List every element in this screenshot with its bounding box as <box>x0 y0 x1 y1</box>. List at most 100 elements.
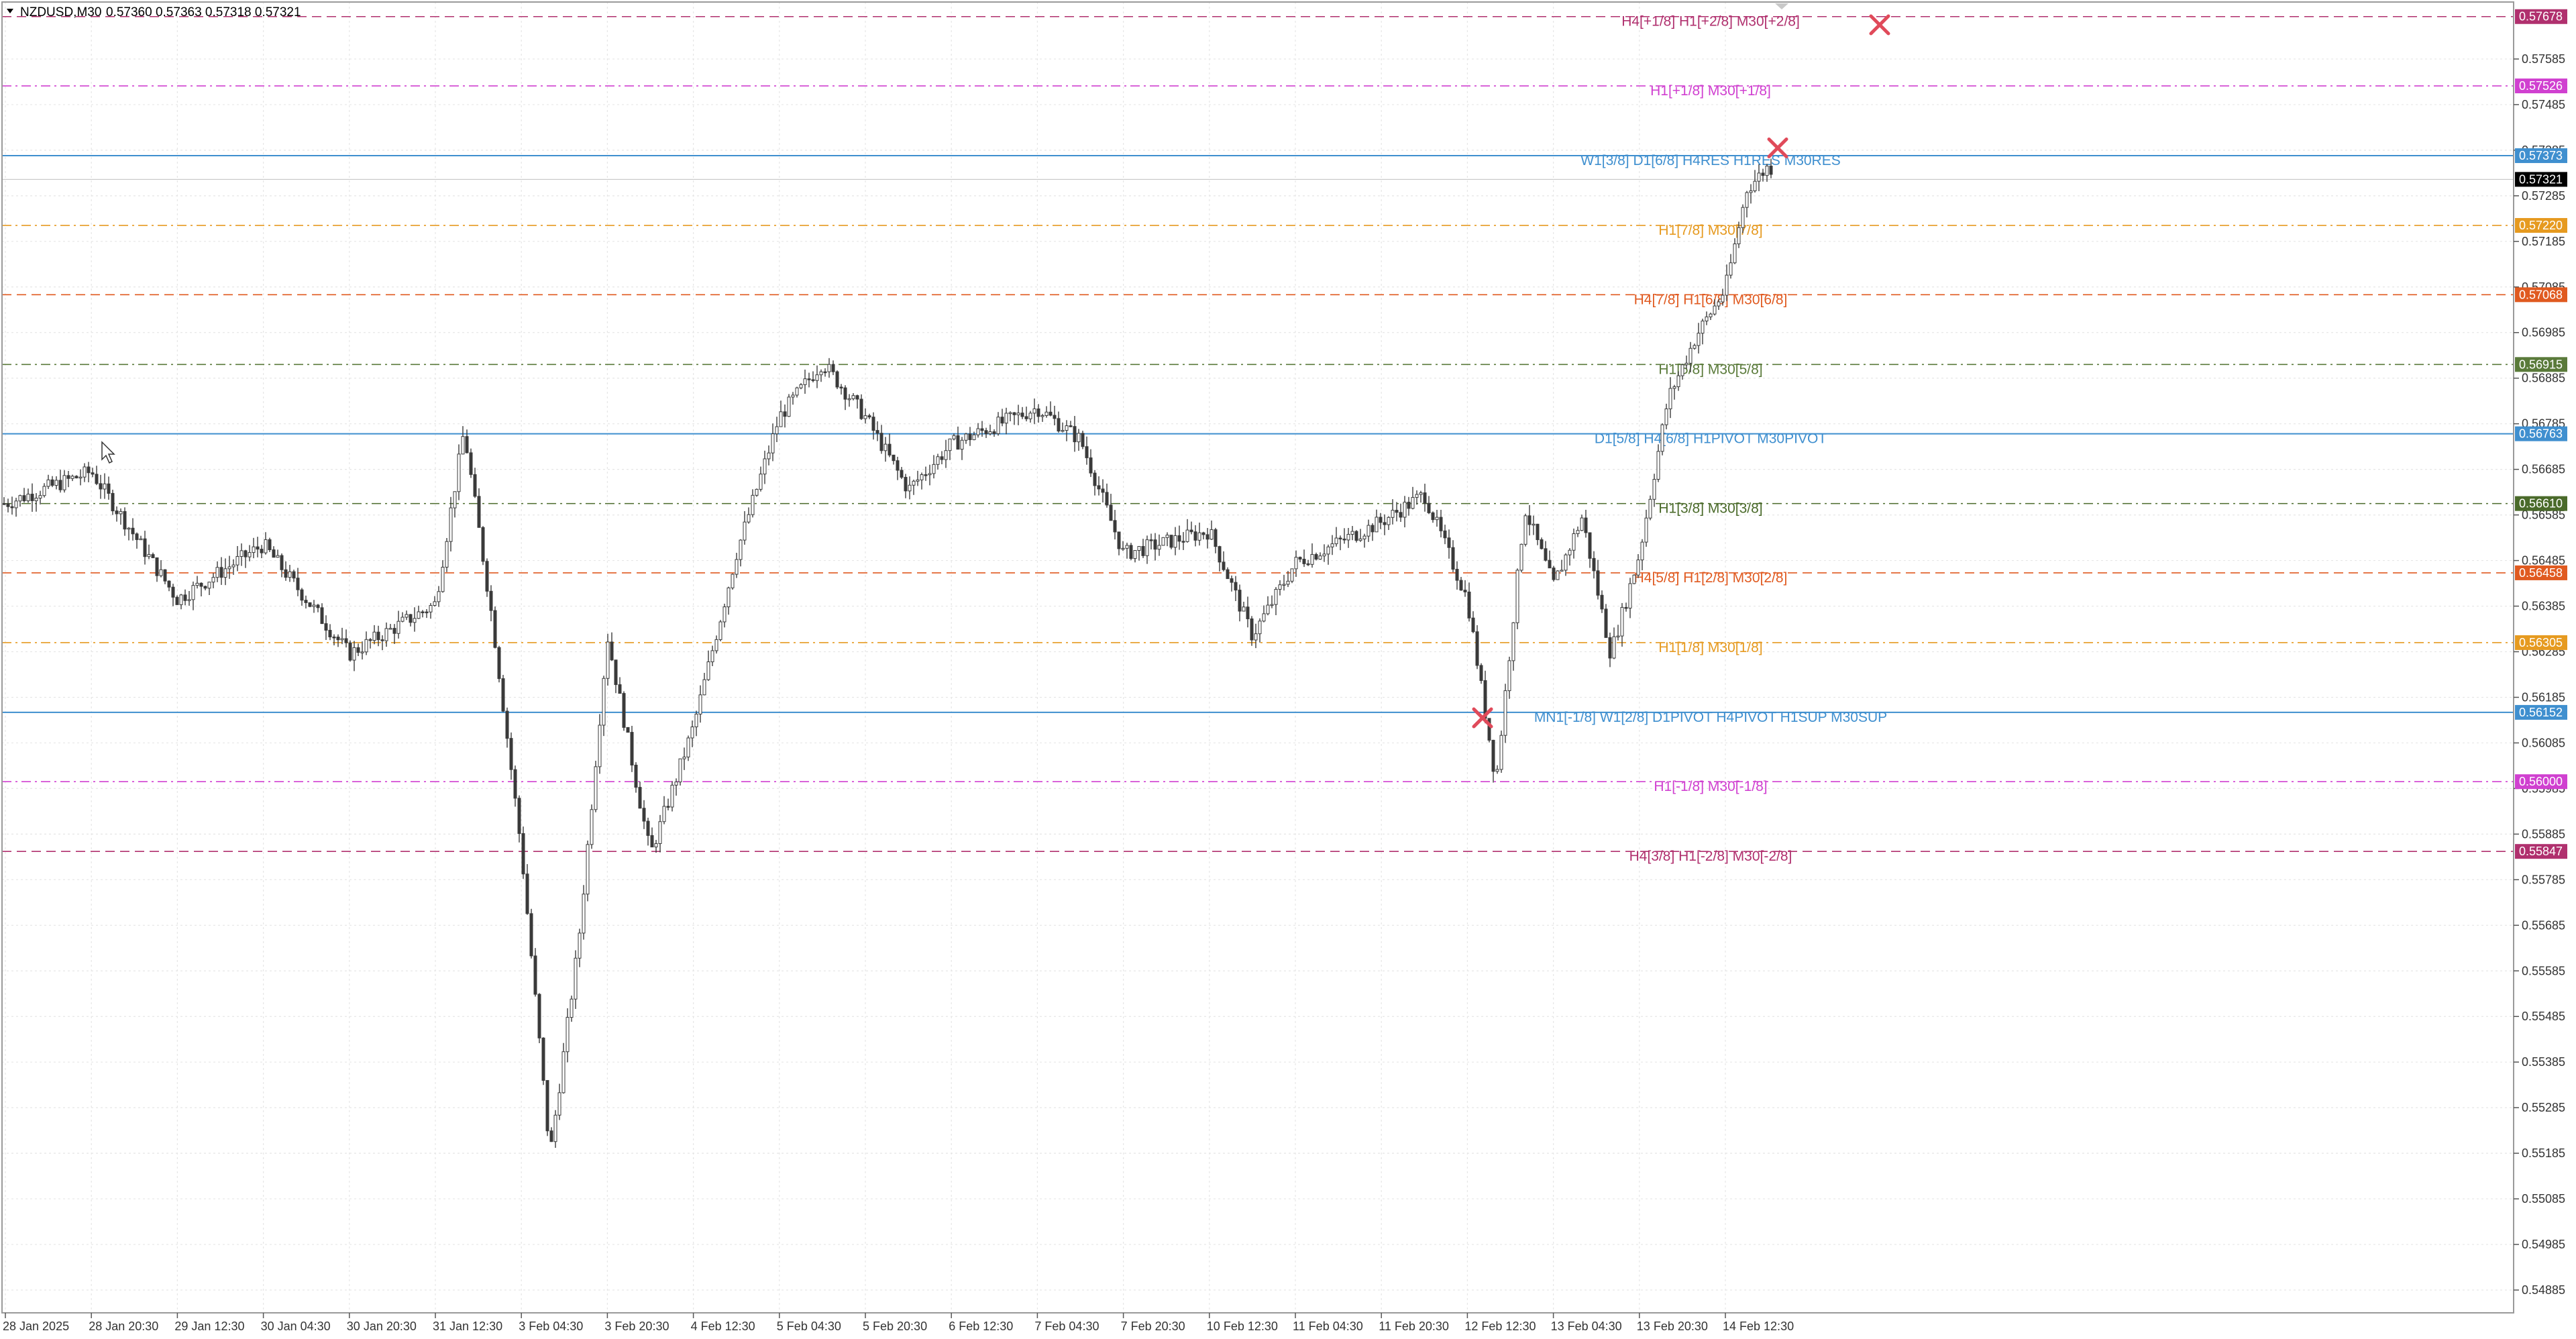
y-tick-label: 0.55885 <box>2522 827 2565 841</box>
candle-body <box>1503 690 1507 736</box>
candle-body <box>1302 559 1306 564</box>
candle-body <box>847 398 851 400</box>
candle-body <box>292 571 296 579</box>
price-axis[interactable]: 0.575850.574850.573850.572850.571850.570… <box>2514 9 2567 1297</box>
candle-body <box>1246 606 1250 619</box>
candle-body <box>1028 413 1032 419</box>
x-tick-label: 28 Jan 20:30 <box>89 1320 158 1333</box>
candle-body <box>1201 532 1205 535</box>
candle-body <box>260 549 264 553</box>
candle-body <box>50 479 54 486</box>
level-price-label: 0.57678 <box>2519 10 2563 23</box>
candle-body <box>521 833 525 875</box>
candle-body <box>948 438 952 451</box>
candle-body <box>1077 433 1081 443</box>
candle-body <box>1177 535 1181 542</box>
level-price-label: 0.55847 <box>2519 845 2563 858</box>
candle-body <box>1439 517 1443 531</box>
level-label: MN1[-1/8] W1[2/8] D1PIVOT H4PIVOT H1SUP … <box>1534 710 1887 725</box>
candle-body <box>1540 539 1544 549</box>
candle-body <box>360 651 364 653</box>
candle-body <box>1580 517 1584 531</box>
level-lines: H4[+1/8] H1[+2/8] M30[+2/8] H1[+1/8] M30[… <box>2 14 2514 864</box>
candle-body <box>952 435 956 439</box>
candle-body <box>1391 510 1395 518</box>
y-tick-label: 0.56485 <box>2522 554 2565 568</box>
candle-body <box>586 844 590 895</box>
candle-body <box>574 957 578 1000</box>
candle-body <box>1713 305 1717 315</box>
candle-body <box>1680 364 1684 376</box>
candle-body <box>400 617 405 622</box>
candle-body <box>78 476 83 479</box>
level-price-tag <box>2515 635 2567 650</box>
candle-body <box>549 1130 553 1142</box>
candle-body <box>91 472 95 475</box>
candle-body <box>1564 554 1568 571</box>
x-tick-label: 28 Jan 2025 <box>3 1320 69 1333</box>
chart-header: NZDUSD,M30 0.57360 0.57363 0.57318 0.573… <box>7 5 301 19</box>
candle-body <box>626 727 630 733</box>
y-tick-label: 0.55585 <box>2522 964 2565 977</box>
candle-body <box>1073 426 1077 443</box>
candle-body <box>392 628 396 634</box>
y-tick-label: 0.57585 <box>2522 52 2565 66</box>
candle-body <box>131 527 135 535</box>
candle-body <box>1697 333 1701 346</box>
y-tick-label: 0.56985 <box>2522 326 2565 339</box>
candle-body <box>900 470 904 478</box>
candle-body <box>1757 172 1761 182</box>
candle-body <box>871 417 875 431</box>
candle-body <box>509 738 513 770</box>
candle-body <box>823 371 827 374</box>
candle-body <box>1254 633 1258 641</box>
candle-body <box>658 821 662 845</box>
candle-body <box>256 546 260 550</box>
y-tick-label: 0.55385 <box>2522 1055 2565 1069</box>
ohlc-readout: 0.57360 0.57363 0.57318 0.57321 <box>106 5 301 19</box>
candle-body <box>1532 523 1536 526</box>
candle-body <box>1749 190 1753 193</box>
plot-frame <box>1 1 2514 1314</box>
candle-body <box>1572 533 1576 551</box>
candle-body <box>622 693 626 728</box>
shift-marker-icon[interactable] <box>1775 3 1788 9</box>
candle-body <box>1081 433 1085 447</box>
x-tick-label: 5 Feb 04:30 <box>777 1320 841 1333</box>
candle-body <box>280 555 284 570</box>
candle-body <box>1499 735 1503 770</box>
candle-body <box>706 661 710 680</box>
candle-body <box>1250 618 1254 641</box>
cross-markers <box>1472 14 1890 729</box>
candle-body <box>1668 388 1672 409</box>
candle-body <box>650 835 654 848</box>
candle-body <box>163 569 167 582</box>
candle-body <box>1640 541 1644 561</box>
candle-body <box>1306 563 1310 566</box>
candle-body <box>610 641 614 661</box>
candle-body <box>227 566 231 570</box>
candle-body <box>751 494 755 515</box>
candle-body <box>1515 570 1519 623</box>
candle-body <box>1447 537 1451 548</box>
candle-body <box>960 439 964 450</box>
candle-body <box>18 495 22 502</box>
candle-body <box>461 436 465 455</box>
candle-body <box>1507 660 1511 692</box>
candle-body <box>1145 539 1149 556</box>
time-axis[interactable]: 28 Jan 2025 28 Jan 20:30 29 Jan 12:30 30 Ja… <box>3 1313 1794 1333</box>
candle-body <box>670 784 674 808</box>
level-label: H1[7/8] M30[7/8] <box>1658 223 1762 238</box>
candle-body <box>1455 569 1459 581</box>
candle-body <box>87 466 91 474</box>
candle-body <box>320 607 324 625</box>
candle-body <box>276 555 280 558</box>
candle-body <box>561 1051 566 1093</box>
candle-body <box>916 479 920 482</box>
candle-body <box>1693 345 1697 349</box>
level-price-label: 0.56763 <box>2519 427 2563 441</box>
candle-body <box>807 378 811 380</box>
candle-body <box>590 809 594 845</box>
triangle-down-icon[interactable] <box>7 9 13 13</box>
